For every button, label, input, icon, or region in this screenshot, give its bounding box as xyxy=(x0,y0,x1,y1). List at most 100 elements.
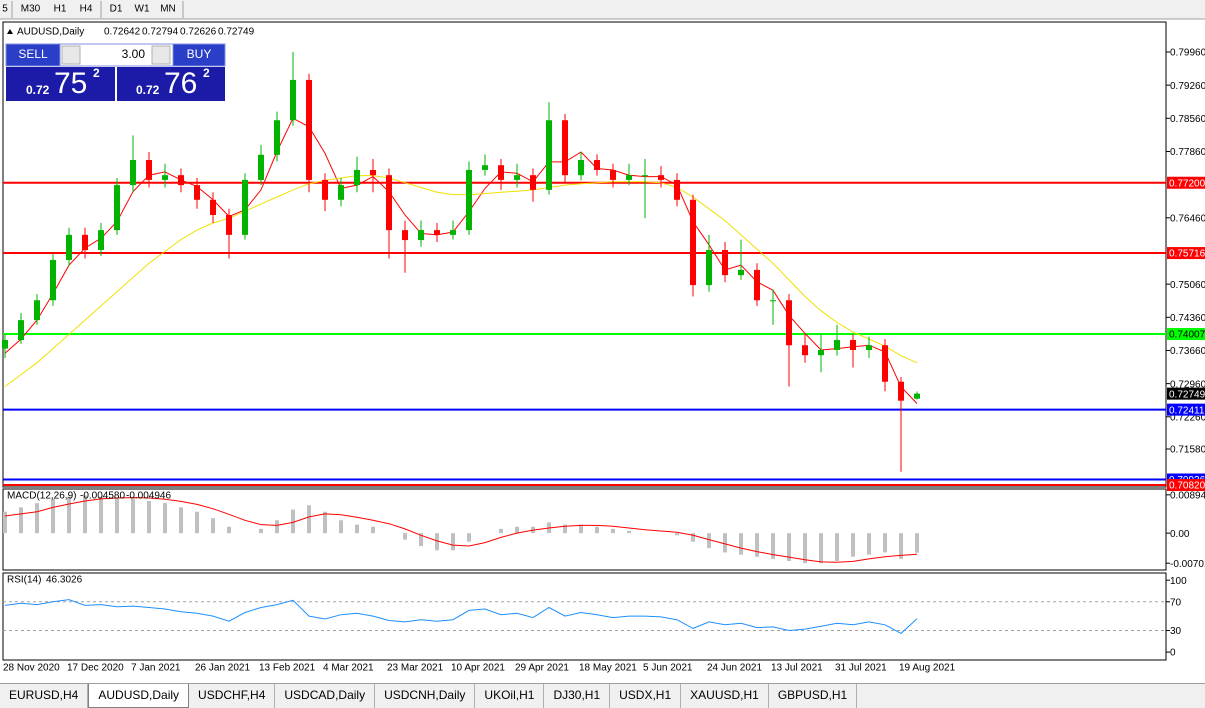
chart-tab[interactable]: EURUSD,H4 xyxy=(0,684,89,708)
current-price: 0.72749 xyxy=(1169,389,1205,400)
level-tag xyxy=(1167,479,1205,492)
y-tick-label: 0.78560 xyxy=(1170,114,1205,125)
y-tick-label: 0 xyxy=(1170,648,1176,659)
macd-histogram-bar xyxy=(35,503,39,534)
indicator-readout: -0.004580 xyxy=(80,491,125,502)
candle-body xyxy=(242,179,248,235)
macd-histogram-bar xyxy=(403,533,407,540)
candle-body xyxy=(466,169,472,231)
chart-title: AUDUSD,Daily xyxy=(17,27,84,38)
buy-price-pips: 76 xyxy=(164,67,197,100)
macd-histogram-bar xyxy=(131,498,135,534)
candle-body xyxy=(498,165,504,180)
candle-body xyxy=(626,175,632,180)
candle-body xyxy=(114,185,120,231)
y-tick-label: 0.75060 xyxy=(1170,280,1205,291)
chart-tab[interactable]: XAUUSD,H1 xyxy=(681,684,769,708)
x-tick-label: 26 Jan 2021 xyxy=(195,663,250,674)
buy-price-big-figure: 0.72 xyxy=(136,83,160,97)
chart-tab[interactable]: DJ30,H1 xyxy=(544,684,611,708)
candle-body xyxy=(18,320,24,341)
macd-histogram-bar xyxy=(899,533,903,559)
candle-body xyxy=(834,340,840,350)
macd-histogram-bar xyxy=(99,496,103,534)
timeframe-button[interactable]: H1 xyxy=(54,4,67,15)
ohlc-readout: 0.72642 xyxy=(104,27,141,38)
collapse-arrow[interactable] xyxy=(7,29,13,34)
toolbar xyxy=(0,0,1205,19)
macd-histogram-bar xyxy=(835,533,839,561)
candle-body xyxy=(866,345,872,350)
chart-tab[interactable]: UKOil,H1 xyxy=(475,684,545,708)
timeframe-button[interactable]: W1 xyxy=(135,4,150,15)
candle-body xyxy=(578,160,584,176)
macd-histogram-bar xyxy=(739,533,743,555)
candle-body xyxy=(658,175,664,180)
lots-down[interactable] xyxy=(61,45,81,65)
y-tick-label: 0.74360 xyxy=(1170,313,1205,324)
ohlc-readout: 0.72626 xyxy=(180,27,217,38)
level-label: 0.72411 xyxy=(1169,405,1205,416)
timeframe-button[interactable]: H4 xyxy=(80,4,93,15)
candle-body xyxy=(562,120,568,176)
buy-button[interactable] xyxy=(172,43,226,67)
level-label: 0.70820 xyxy=(1169,481,1205,492)
candle-body xyxy=(770,300,776,302)
macd-histogram-bar xyxy=(451,533,455,551)
macd-histogram-bar xyxy=(195,511,199,534)
candle-body xyxy=(546,120,552,190)
candle-body xyxy=(98,230,104,251)
x-tick-label: 7 Jan 2021 xyxy=(131,663,181,674)
buy-price-box[interactable] xyxy=(117,67,225,101)
y-tick-label: 0.79960 xyxy=(1170,48,1205,59)
ohlc-readout: 0.72749 xyxy=(218,27,255,38)
candle-body xyxy=(322,179,328,200)
chart-tab[interactable]: USDCNH,Daily xyxy=(375,684,476,708)
candle-body xyxy=(914,393,920,399)
candle-body xyxy=(162,175,168,180)
candle-body xyxy=(34,300,40,321)
timeframe-button[interactable]: D1 xyxy=(110,4,123,15)
timeframe-button[interactable]: MN xyxy=(160,4,176,15)
macd-histogram-bar xyxy=(675,533,679,536)
candle-body xyxy=(258,154,264,180)
buy-label: BUY xyxy=(187,47,212,61)
level-tag xyxy=(1167,403,1205,416)
candle-body xyxy=(226,214,232,235)
macd-histogram-bar xyxy=(51,498,55,534)
candle-body xyxy=(818,349,824,356)
sell-price-box[interactable] xyxy=(6,67,115,101)
candle-body xyxy=(66,234,72,260)
rsi-line xyxy=(4,599,918,635)
macd-histogram-bar xyxy=(435,533,439,551)
candle-body xyxy=(146,160,152,180)
chart-tab[interactable]: AUDUSD,Daily xyxy=(88,684,190,708)
timeframe-button[interactable]: M30 xyxy=(21,4,41,15)
macd-histogram-bar xyxy=(67,496,71,534)
macd-histogram-bar xyxy=(755,533,759,557)
macd-histogram-bar xyxy=(787,533,791,561)
macd-histogram-bar xyxy=(867,533,871,555)
candle-body xyxy=(594,160,600,170)
lots-up[interactable] xyxy=(151,45,171,65)
ohlc-readout: 0.72794 xyxy=(142,27,179,38)
candle-body xyxy=(850,340,856,350)
candle-body xyxy=(802,345,808,356)
macd-histogram-bar xyxy=(355,524,359,534)
macd-histogram-bar xyxy=(691,533,695,542)
timeframe-button[interactable]: 5 xyxy=(2,4,8,15)
chart-tab[interactable]: USDCHF,H4 xyxy=(189,684,276,708)
chart-tab[interactable]: GBPUSD,H1 xyxy=(769,684,858,708)
chart-tab[interactable]: USDCAD,Daily xyxy=(275,684,376,708)
buy-price-fraction: 2 xyxy=(203,66,210,80)
x-tick-label: 18 May 2021 xyxy=(579,663,637,674)
macd-histogram-bar xyxy=(339,520,343,534)
x-tick-label: 29 Apr 2021 xyxy=(515,663,569,674)
candle-body xyxy=(642,175,648,177)
moving-average xyxy=(4,117,918,404)
macd-histogram-bar xyxy=(915,533,919,553)
candle-body xyxy=(786,300,792,346)
y-tick-label: 0.72260 xyxy=(1170,412,1205,423)
chart-tab[interactable]: USDX,H1 xyxy=(610,684,682,708)
macd-histogram-bar xyxy=(307,505,311,534)
